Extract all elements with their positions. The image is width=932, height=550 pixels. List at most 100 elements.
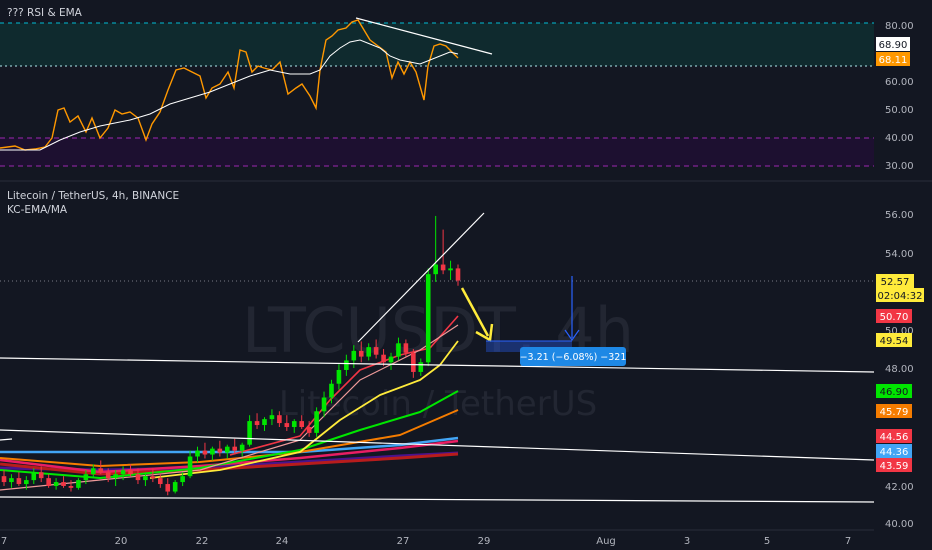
time-axis-label: 29 bbox=[478, 536, 491, 547]
indicator-badge bbox=[876, 444, 912, 458]
candle-body bbox=[396, 343, 401, 357]
candle-body bbox=[448, 268, 453, 271]
candle-body bbox=[1, 476, 7, 483]
indicator-badge bbox=[876, 384, 912, 398]
candle-body bbox=[411, 352, 416, 372]
price-axis-tick: 40.00 bbox=[885, 519, 914, 530]
yellow-arrow-head bbox=[475, 323, 494, 343]
candle-body bbox=[262, 419, 267, 426]
left-stub-line bbox=[0, 438, 13, 441]
current-price-badge bbox=[876, 274, 914, 288]
time-axis-label: 7 bbox=[845, 536, 851, 547]
time-axis-label: 22 bbox=[196, 536, 209, 547]
band-line bbox=[0, 439, 459, 474]
band-line bbox=[0, 390, 459, 479]
horizontal-support-line[interactable] bbox=[0, 357, 875, 373]
indicator-badge bbox=[876, 309, 912, 323]
candle-body bbox=[83, 474, 89, 481]
rsi-price-axis[interactable]: 80.00 60.00 50.00 40.00 30.00 bbox=[885, 21, 914, 172]
candle-body bbox=[269, 415, 275, 420]
indicator-badge-text: 43.59 bbox=[880, 461, 909, 472]
indicator-badge-text: 50.70 bbox=[880, 312, 909, 323]
candles-group bbox=[1, 215, 461, 496]
candle-body bbox=[217, 448, 223, 453]
price-pane-title[interactable]: Litecoin / TetherUS, 4h, BINANCE bbox=[7, 190, 179, 202]
candle-body bbox=[9, 478, 14, 483]
indicator-badge-text: 46.90 bbox=[880, 387, 909, 398]
candle-body bbox=[135, 474, 141, 481]
candle-body bbox=[321, 397, 327, 412]
candle-body bbox=[277, 415, 282, 424]
measure-arrow-head bbox=[564, 329, 580, 342]
candle-body bbox=[150, 476, 156, 479]
indicator-badges: 50.70 49.54 46.90 45.79 44.56 44.36 43.59 bbox=[876, 309, 912, 472]
candle-body bbox=[403, 343, 409, 353]
candle-body bbox=[157, 478, 163, 485]
candle-body bbox=[128, 470, 133, 475]
candle-body bbox=[76, 480, 81, 488]
rsi-value-badge bbox=[876, 52, 910, 66]
candle-body bbox=[98, 468, 104, 473]
price-axis-tick: 42.00 bbox=[885, 482, 914, 493]
candle-body bbox=[433, 264, 438, 275]
rsi-trendline bbox=[355, 17, 493, 55]
candle-body bbox=[344, 360, 349, 370]
candle-body bbox=[16, 478, 22, 485]
candle-body bbox=[172, 482, 178, 492]
rising-wedge-line[interactable] bbox=[357, 212, 485, 343]
indicator-badge-text: 45.79 bbox=[880, 407, 909, 418]
candle-body bbox=[329, 383, 334, 398]
candle-body bbox=[373, 347, 379, 355]
candle-body bbox=[143, 476, 148, 481]
candle-body bbox=[31, 472, 37, 481]
rsi-axis-tick: 30.00 bbox=[885, 161, 914, 172]
rsi-axis-tick: 50.00 bbox=[885, 105, 914, 116]
band-line bbox=[0, 409, 459, 467]
descending-trendline[interactable] bbox=[0, 429, 875, 461]
band-line bbox=[149, 340, 459, 479]
candle-body bbox=[455, 268, 461, 281]
band-line bbox=[0, 452, 459, 476]
rsi-axis-tick: 40.00 bbox=[885, 133, 914, 144]
candle-body bbox=[366, 347, 371, 357]
rsi-ema-line bbox=[0, 39, 459, 151]
time-axis-label: 20 bbox=[115, 536, 128, 547]
candle-body bbox=[105, 472, 111, 479]
indicator-badge-text: 44.36 bbox=[880, 447, 909, 458]
candle-body bbox=[61, 482, 66, 486]
indicator-badge-text: 49.54 bbox=[880, 336, 909, 347]
candle-body bbox=[299, 421, 305, 427]
lower-support-line[interactable] bbox=[0, 496, 875, 503]
candle-body bbox=[418, 362, 424, 372]
time-axis[interactable]: 7 20 22 24 27 29 Aug 3 5 7 bbox=[1, 536, 851, 547]
candle-body bbox=[314, 411, 319, 433]
indicator-title[interactable]: KC-EMA/MA bbox=[7, 204, 68, 216]
candle-body bbox=[336, 369, 342, 384]
candle-body bbox=[254, 421, 260, 426]
candle-body bbox=[351, 350, 357, 361]
indicator-badge bbox=[876, 333, 912, 347]
time-axis-label: 3 bbox=[684, 536, 690, 547]
countdown-text: 02:04:32 bbox=[878, 291, 923, 302]
candle-body bbox=[224, 446, 230, 453]
candle-body bbox=[381, 354, 386, 363]
candle-body bbox=[46, 478, 51, 486]
price-axis-tick: 54.00 bbox=[885, 249, 914, 260]
measure-range-box[interactable] bbox=[486, 341, 572, 352]
candle-body bbox=[247, 421, 252, 445]
rsi-pane-title[interactable]: ??? RSI & EMA bbox=[7, 7, 83, 19]
candle-body bbox=[180, 476, 185, 483]
candle-body bbox=[202, 450, 208, 455]
candle-body bbox=[284, 423, 290, 427]
candle-body bbox=[440, 264, 446, 271]
rsi-axis-tick: 60.00 bbox=[885, 77, 914, 88]
candle-body bbox=[425, 274, 431, 363]
rsi-value-text: 68.11 bbox=[879, 55, 908, 66]
indicator-badge bbox=[876, 404, 912, 418]
indicator-badge-text: 44.56 bbox=[880, 432, 909, 443]
indicator-badge bbox=[876, 458, 912, 472]
main-price-axis[interactable]: 56.00 54.00 50.00 48.00 42.00 40.00 bbox=[885, 210, 914, 530]
